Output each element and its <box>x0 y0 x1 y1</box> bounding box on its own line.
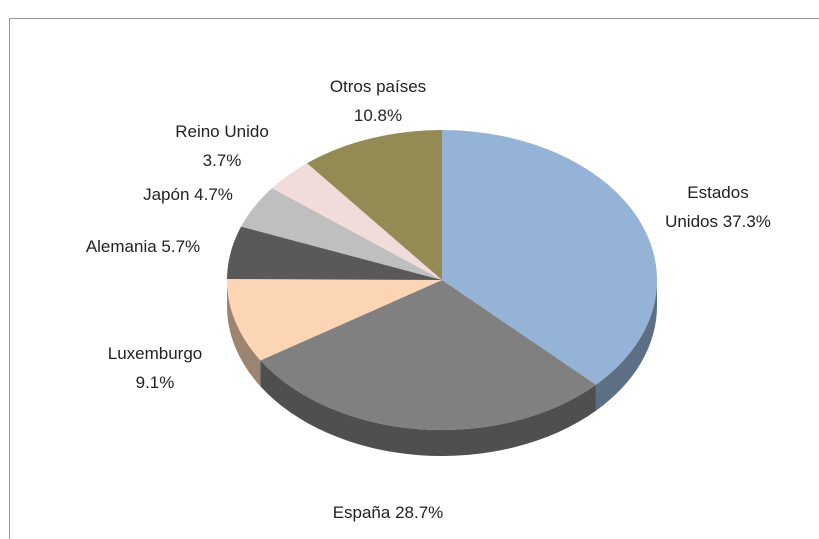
value-label: 37.3% <box>722 212 771 231</box>
slice-top <box>272 163 442 280</box>
slice <box>241 188 442 280</box>
category-label: España <box>332 503 391 522</box>
value-label: 5.7% <box>161 237 201 256</box>
data-label: Japón 4.7% <box>108 180 268 209</box>
value-label: 10.8% <box>353 106 403 125</box>
slice <box>272 163 442 280</box>
slice-side <box>227 280 261 387</box>
category-label: Reino Unido <box>175 122 269 141</box>
slice-top <box>227 226 442 280</box>
value-label: 3.7% <box>202 151 242 170</box>
slice-side <box>595 280 657 411</box>
slice-top <box>260 280 596 430</box>
data-label: España 28.7% <box>288 498 488 527</box>
value-label: 4.7% <box>194 185 233 204</box>
slice-top <box>307 130 442 280</box>
data-label: Otros países 10.8% <box>298 72 458 130</box>
data-label: Luxemburgo 9.1% <box>85 339 225 397</box>
category-label: Alemania <box>85 237 157 256</box>
slice <box>227 226 442 280</box>
slice-side <box>260 360 596 456</box>
category-label: Japón <box>143 185 190 204</box>
data-label: Estados Unidos 37.3% <box>662 178 774 236</box>
category-label: Otros países <box>329 77 427 96</box>
slice-top <box>241 188 442 280</box>
value-label: 28.7% <box>395 503 444 522</box>
value-label: 9.1% <box>135 373 175 392</box>
slice <box>260 280 596 456</box>
category-label: Luxemburgo <box>107 344 203 363</box>
data-label: Reino Unido 3.7% <box>142 117 302 175</box>
slice <box>307 130 442 280</box>
data-label: Alemania 5.7% <box>53 232 233 261</box>
slice <box>442 130 657 411</box>
slice-top <box>226 279 442 361</box>
slice-top <box>442 130 657 385</box>
category-label: Estados Unidos <box>665 183 749 231</box>
slice <box>226 279 442 387</box>
chart-frame <box>9 18 819 539</box>
